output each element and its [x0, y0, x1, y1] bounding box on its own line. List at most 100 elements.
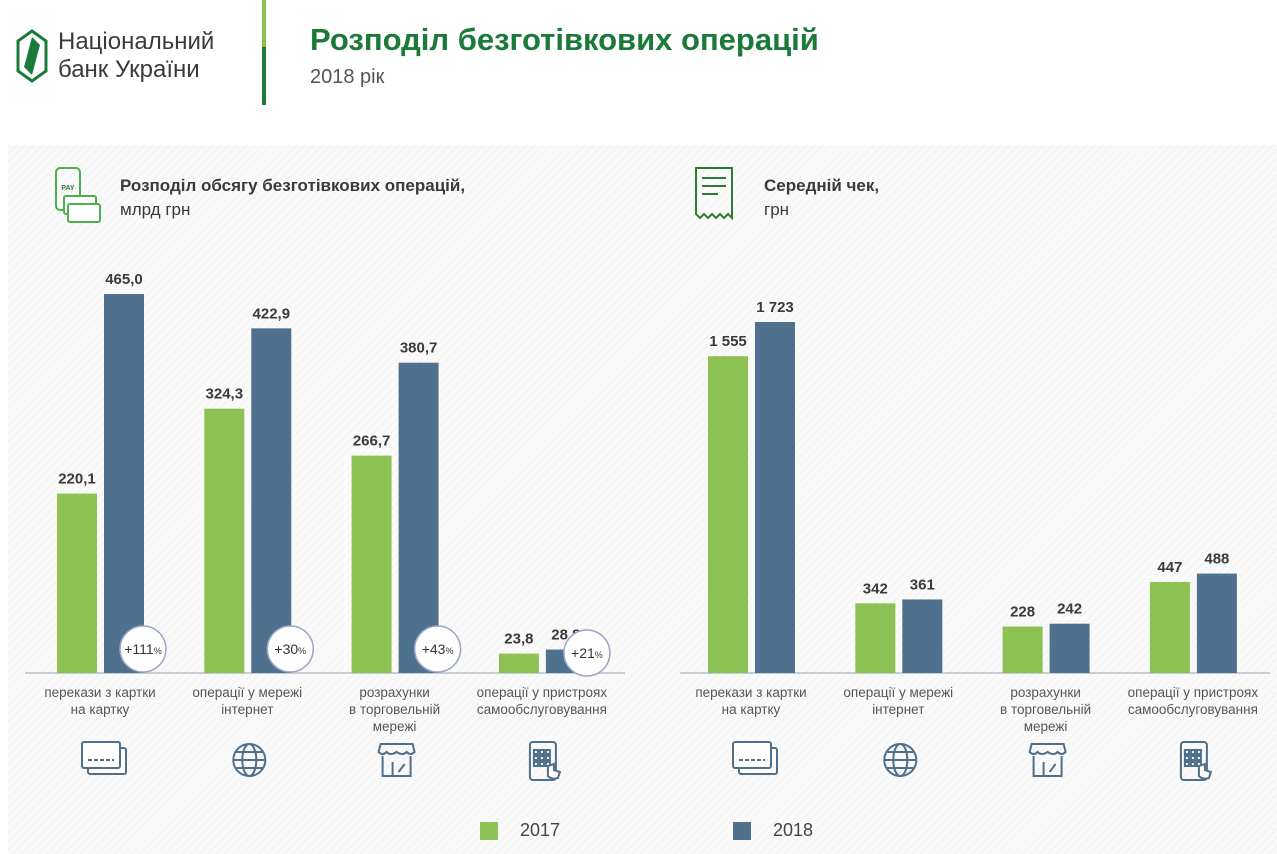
data-label-2017: 324,3 — [206, 386, 244, 403]
page-subtitle: 2018 рік — [310, 66, 385, 88]
globe-icon — [232, 743, 267, 777]
nbu-logo: Національний банк України — [16, 28, 214, 84]
bar-2018 — [104, 294, 144, 673]
svg-text:PAY: PAY — [61, 185, 75, 192]
store-walls — [1032, 756, 1063, 777]
card-front — [732, 741, 772, 769]
data-label-2017: 266,7 — [353, 433, 391, 450]
terminal-key — [1183, 761, 1190, 767]
bar-2017 — [708, 356, 748, 673]
terminal-key — [544, 755, 551, 761]
bar-2018 — [1049, 623, 1090, 673]
data-label-2017: 228 — [1010, 604, 1035, 621]
growth-badge — [413, 625, 462, 673]
logo-line-1: Національний — [58, 28, 215, 55]
nbu-logo-icon — [16, 29, 48, 83]
bar-2018 — [251, 328, 292, 673]
legend-2017: 2017 — [480, 820, 560, 841]
terminal-key — [1183, 749, 1190, 755]
data-label-2018: 1 723 — [756, 299, 794, 316]
growth-badge — [563, 629, 611, 677]
category-label: мережі — [1024, 719, 1068, 734]
data-label-2017: 447 — [1157, 559, 1182, 576]
storefront-icon — [1028, 743, 1067, 777]
credit-cards-icon — [81, 741, 127, 775]
legend-swatch-2018 — [733, 821, 751, 840]
category-label: перекази з картки — [44, 685, 155, 700]
category-label: мережі — [373, 719, 417, 734]
category-label: перекази з картки — [695, 685, 806, 700]
bar-2017 — [204, 408, 245, 673]
data-label-2018: 422,9 — [253, 305, 291, 322]
category-label: операції у мережі — [843, 685, 953, 700]
page-title: Розподіл безготівкових операцій — [310, 22, 819, 57]
data-label-2017: 23,8 — [504, 631, 533, 648]
credit-cards-icon — [732, 741, 778, 775]
pay-phone-card-icon: PAY — [55, 167, 101, 223]
terminal-key — [1189, 755, 1196, 761]
terminal-key — [538, 761, 545, 767]
category-label: операції у пристроях — [477, 685, 608, 700]
receipt-icon — [695, 167, 733, 221]
terminal-key — [532, 749, 539, 755]
category-label: розрахунки — [359, 685, 429, 700]
terminal-key — [1183, 755, 1190, 761]
terminal-key — [538, 755, 545, 761]
bar-2017 — [57, 493, 97, 673]
awning — [1028, 743, 1067, 755]
data-label-2017: 220,1 — [58, 471, 96, 488]
bar-2017 — [351, 455, 392, 673]
category-label: розрахунки — [1010, 685, 1080, 700]
legend-swatch-2017 — [480, 821, 498, 840]
data-label-2018: 465,0 — [105, 271, 143, 288]
touchscreen-terminal-icon — [528, 741, 562, 781]
category-label: самообслуговування — [1128, 702, 1258, 717]
legend-label-2018: 2018 — [773, 820, 814, 840]
category-label: в торговельній — [349, 702, 440, 717]
category-label: на картку — [722, 702, 781, 717]
bar-2018 — [755, 322, 795, 673]
data-label-2018: 488 — [1204, 551, 1229, 568]
bar-2017 — [1149, 581, 1190, 673]
bar-2018 — [902, 599, 943, 673]
bar-2017 — [1002, 626, 1043, 673]
growth-label: +111% — [124, 641, 161, 657]
pointing-hand — [1197, 762, 1213, 780]
window-shine — [1048, 763, 1057, 773]
category-label: інтернет — [872, 702, 924, 717]
bar-2017 — [498, 653, 539, 673]
terminal-key — [532, 761, 539, 767]
data-label-2017: 342 — [863, 580, 888, 597]
storefront-icon — [377, 743, 416, 777]
category-label: інтернет — [221, 702, 273, 717]
left-chart-title: Розподіл обсягу безготівкових операцій, м… — [120, 176, 466, 219]
data-label-2018: 361 — [910, 576, 935, 593]
data-label-2017: 1 555 — [709, 333, 747, 350]
terminal-key — [544, 749, 551, 755]
growth-badge — [119, 625, 167, 673]
category-label: на картку — [71, 702, 130, 717]
window-shine — [397, 763, 406, 773]
legend-2018: 2018 — [733, 820, 813, 841]
category-label: операції у пристроях — [1128, 685, 1259, 700]
terminal-key — [538, 749, 545, 755]
terminal-key — [1189, 749, 1196, 755]
card-front — [81, 741, 121, 769]
logo-line-2: банк України — [58, 56, 200, 83]
store-walls — [381, 756, 412, 777]
data-label-2018: 242 — [1057, 601, 1082, 618]
data-label-2018: 380,7 — [400, 340, 438, 357]
awning — [377, 743, 416, 755]
category-label: операції у мережі — [192, 685, 302, 700]
pointing-hand — [546, 762, 562, 780]
category-label: в торговельній — [1000, 702, 1091, 717]
terminal-key — [1189, 761, 1196, 767]
touchscreen-terminal-icon — [1179, 741, 1213, 781]
header-divider — [262, 0, 266, 105]
bar-2018 — [1196, 573, 1237, 673]
terminal-body — [528, 741, 557, 781]
terminal-key — [1195, 749, 1202, 755]
bar-2018 — [398, 362, 439, 673]
category-label: самообслуговування — [477, 702, 607, 717]
